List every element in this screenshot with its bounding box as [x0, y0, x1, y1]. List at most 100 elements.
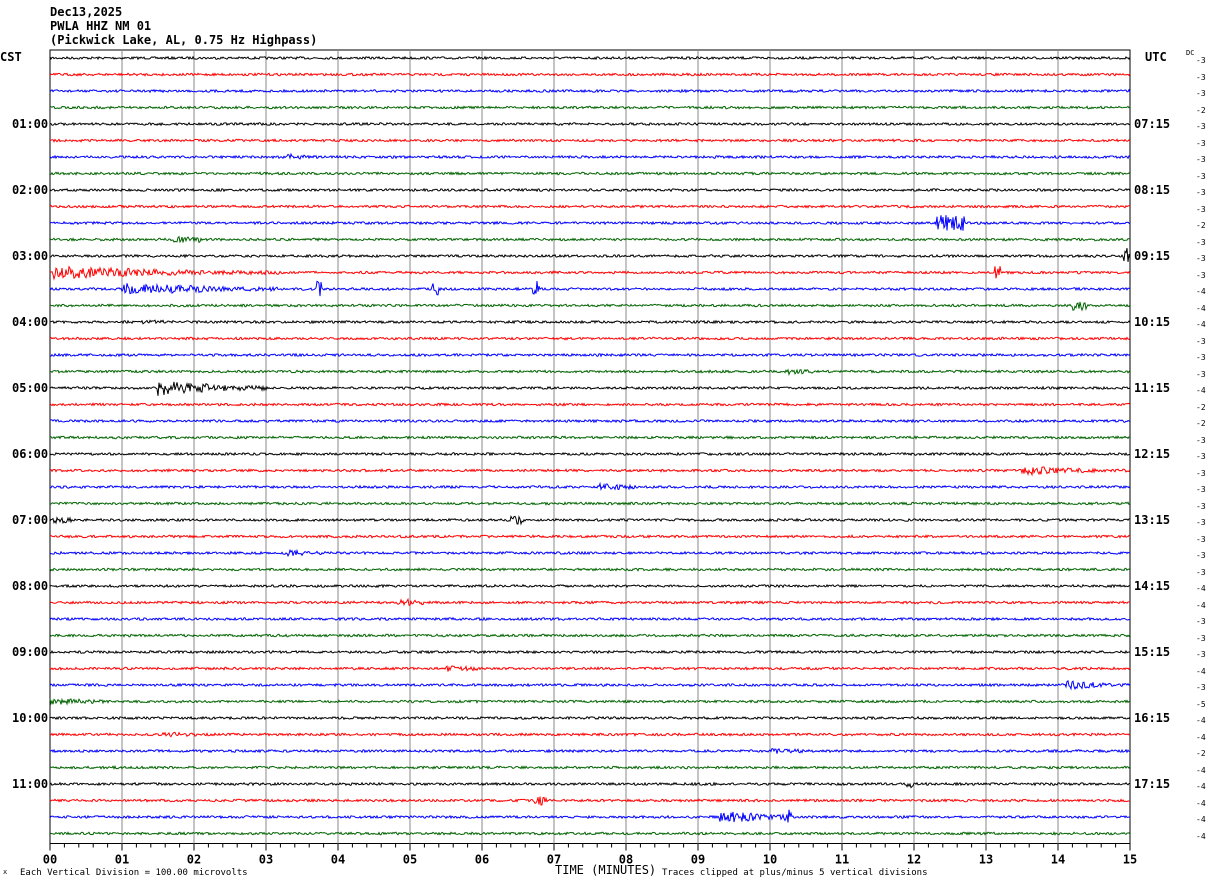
dc-offset: -3	[1196, 138, 1206, 148]
dc-offset: -4	[1196, 666, 1206, 676]
x-tick-label: 06	[475, 853, 489, 867]
trace-row-1	[49, 72, 1131, 77]
dc-offset: -3	[1196, 551, 1206, 560]
trace-row-42	[49, 748, 1131, 754]
left-hour-label: 10:00	[12, 711, 49, 725]
trace-row-45	[49, 796, 1131, 806]
left-hour-label: 03:00	[12, 249, 49, 263]
right-hour-label: 12:15	[1134, 447, 1171, 461]
dc-offset: -4	[1196, 782, 1206, 791]
dc-offset: -4	[1196, 287, 1206, 296]
station-label: PWLA HHZ NM 01	[50, 19, 152, 33]
trace-row-16	[49, 319, 1131, 325]
trace-row-14	[49, 280, 1131, 297]
dc-label: DC	[1186, 49, 1195, 57]
trace-row-25	[49, 466, 1131, 477]
dc-offset: -3	[1196, 617, 1206, 626]
trace-row-39	[49, 697, 1131, 706]
trace-row-37	[49, 665, 1131, 672]
dc-offset: -3	[1196, 452, 1206, 461]
trace-row-36	[49, 649, 1131, 655]
trace-row-41	[49, 731, 1131, 738]
trace-row-3	[49, 105, 1131, 110]
trace-row-31	[49, 567, 1131, 572]
right-hour-label: 13:15	[1134, 513, 1171, 527]
dc-offset: -3	[1196, 518, 1206, 527]
right-hour-label: 09:15	[1134, 249, 1171, 263]
dc-offset: -4	[1196, 584, 1206, 593]
trace-row-38	[49, 680, 1131, 691]
trace-row-32	[49, 583, 1131, 589]
dc-offset: -3	[1196, 369, 1206, 379]
dc-offset: -3	[1196, 122, 1206, 131]
trace-row-26	[49, 481, 1131, 491]
dc-offset: -2	[1196, 105, 1206, 115]
left-hour-label: 09:00	[12, 645, 49, 659]
dc-offset: -4	[1196, 386, 1206, 395]
plot-frame	[49, 49, 1131, 844]
dc-offset: -2	[1196, 419, 1206, 428]
dc-offset: -4	[1196, 798, 1206, 808]
trace-row-30	[49, 548, 1131, 557]
dc-offset: -3	[1196, 435, 1206, 445]
x-axis-label: TIME (MINUTES)	[555, 863, 657, 877]
dc-offset: -4	[1196, 600, 1206, 610]
trace-row-22	[49, 418, 1131, 424]
right-hour-label: 15:15	[1134, 645, 1171, 659]
right-hour-label: 08:15	[1134, 183, 1171, 197]
dc-offset: -3	[1196, 270, 1206, 280]
x-tick-label: 01	[115, 853, 129, 867]
x-tick-label: 11	[835, 853, 849, 867]
right-hour-label: 17:15	[1134, 777, 1171, 791]
dc-offset: -3	[1196, 683, 1206, 692]
trace-row-35	[49, 633, 1131, 638]
dc-offset: -3	[1196, 353, 1206, 362]
x-tick-label: 15	[1123, 853, 1137, 867]
trace-row-20	[49, 381, 1131, 396]
clip-note: Traces clipped at plus/minus 5 vertical …	[662, 868, 928, 878]
trace-row-19	[50, 368, 1131, 377]
dc-offset: -3	[1196, 188, 1206, 197]
x-tick-label: 13	[979, 853, 993, 867]
scale-note: Each Vertical Division = 100.00 microvol…	[20, 868, 248, 878]
corner-mark: x	[3, 868, 8, 876]
dc-offset: -3	[1196, 534, 1206, 544]
dc-offset: -2	[1196, 402, 1206, 412]
trace-row-29	[49, 534, 1131, 539]
trace-row-34	[49, 616, 1131, 622]
dc-offset: -3	[1196, 89, 1206, 98]
dc-offset: -3	[1196, 468, 1206, 478]
x-tick-label: 02	[187, 853, 201, 867]
x-tick-label: 10	[763, 853, 777, 867]
dc-offset: -3	[1196, 56, 1206, 65]
left-hour-label: 04:00	[12, 315, 49, 329]
trace-row-7	[49, 171, 1131, 176]
left-hour-label: 06:00	[12, 447, 49, 461]
dc-offset: -2	[1196, 749, 1206, 758]
right-hour-label: 14:15	[1134, 579, 1171, 593]
dc-offset: -4	[1196, 831, 1206, 841]
left-timezone: CST	[0, 50, 22, 64]
dc-offset: -3	[1196, 336, 1206, 346]
dc-offset: -3	[1196, 501, 1206, 511]
x-tick-label: 12	[907, 853, 921, 867]
left-hour-label: 11:00	[12, 777, 49, 791]
trace-row-11	[49, 235, 1131, 244]
trace-row-18	[49, 352, 1131, 358]
dc-offset: -3	[1196, 567, 1206, 577]
trace-row-4	[49, 121, 1131, 127]
dc-offset: -3	[1196, 72, 1206, 82]
trace-row-24	[49, 451, 1130, 457]
dc-offset: -2	[1196, 221, 1206, 230]
trace-row-47	[49, 831, 1131, 836]
trace-row-6	[49, 152, 1131, 160]
x-tick-label: 00	[43, 853, 57, 867]
dc-offset: -4	[1196, 765, 1206, 775]
date-label: Dec13,2025	[50, 5, 123, 19]
dc-offset: -3	[1196, 633, 1206, 643]
dc-offset: -4	[1196, 815, 1206, 824]
trace-row-33	[49, 597, 1131, 607]
trace-row-8	[49, 187, 1131, 193]
trace-row-27	[49, 501, 1131, 506]
